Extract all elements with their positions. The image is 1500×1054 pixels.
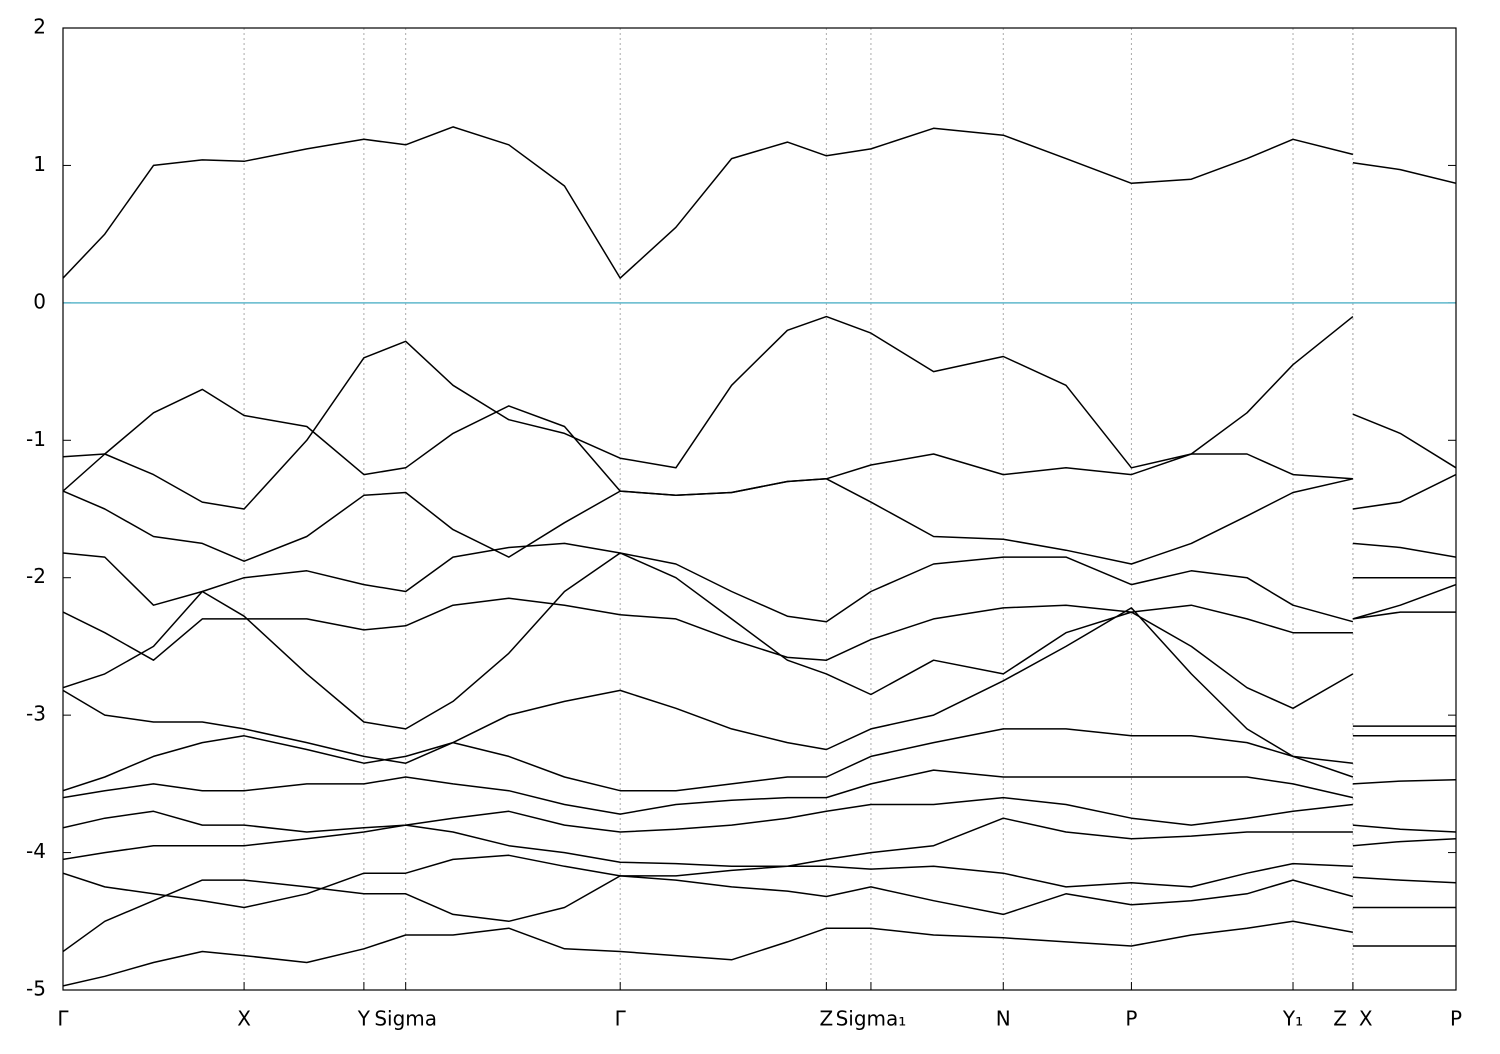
bands (63, 126, 1456, 987)
x-tick-label: Z (1333, 1007, 1347, 1031)
band-line (63, 817, 1456, 868)
x-tick-label: Y (357, 1007, 371, 1031)
y-tick-label: 0 (33, 289, 46, 313)
x-tick-label: X (237, 1007, 251, 1031)
band-line (63, 583, 1456, 661)
band-line (63, 126, 1456, 279)
y-tick-label: -5 (26, 977, 46, 1001)
grid (62, 27, 1457, 991)
x-tick-label: Γ (615, 1007, 627, 1031)
x-tick-label: P (1125, 1007, 1137, 1031)
y-tick-label: -3 (26, 702, 46, 726)
band-line (63, 388, 1456, 510)
band-line (63, 796, 1456, 833)
band-line (63, 854, 1456, 909)
band-line (63, 769, 1456, 815)
y-tick-label: 2 (33, 15, 46, 39)
x-tick-label: Y₁ (1282, 1007, 1303, 1031)
band-line (63, 542, 1456, 623)
tick-labels: 210-1-2-3-4-5Γ X Y Sigma Γ Z Sigma₁ N P Y₁ Z X P (26, 15, 1462, 1031)
x-tick-label: P (1450, 1007, 1462, 1031)
x-tick-label: Sigma₁ (836, 1007, 907, 1031)
y-tick-label: -2 (26, 564, 46, 588)
plot-frame (62, 27, 1457, 991)
y-tick-label: 1 (33, 152, 46, 176)
band-line (63, 920, 1456, 987)
band-line (63, 875, 1456, 953)
x-tick-label: Γ (57, 1007, 69, 1031)
band-line (63, 315, 1456, 510)
band-line (63, 552, 1456, 730)
band-line (63, 728, 1456, 792)
band-line (63, 478, 1456, 565)
x-tick-label: X (1359, 1007, 1373, 1031)
x-tick-label: Sigma (374, 1007, 437, 1031)
x-tick-label: Z (820, 1007, 834, 1031)
y-tick-label: -4 (26, 839, 46, 863)
band-line (63, 607, 1456, 764)
y-tick-label: -1 (26, 427, 46, 451)
x-tick-label: N (996, 1007, 1011, 1031)
